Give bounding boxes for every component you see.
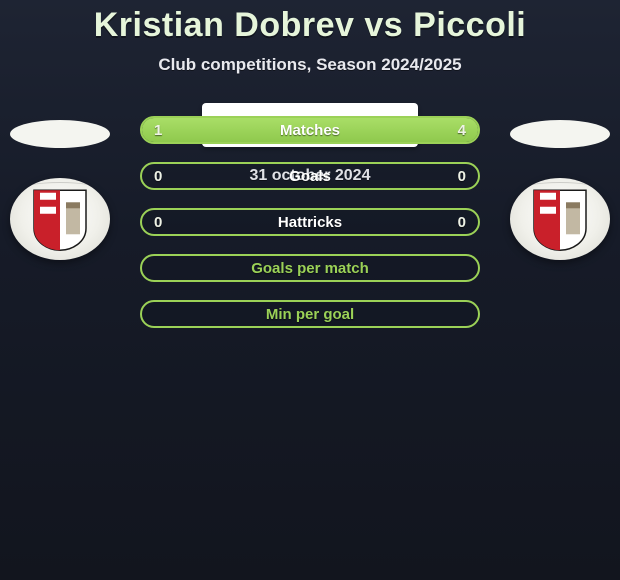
player-right-portrait-placeholder (510, 120, 610, 148)
shield-icon (530, 188, 590, 252)
stat-bar: Min per goal (140, 300, 480, 328)
stat-label: Goals per match (251, 260, 369, 277)
shield-icon (30, 188, 90, 252)
player-right-column (510, 120, 610, 260)
stats-bars: 1 Matches 4 0 Goals 0 0 Hattricks 0 Goals per mat… (140, 116, 480, 328)
stat-right-value: 0 (458, 214, 466, 231)
stat-bar: 1 Matches 4 (140, 116, 480, 144)
stat-bar: Goals per match (140, 254, 480, 282)
stat-left-value: 0 (154, 214, 162, 231)
player-left-portrait-placeholder (10, 120, 110, 148)
stat-left-value: 0 (154, 168, 162, 185)
subtitle: Club competitions, Season 2024/2025 (158, 55, 461, 75)
player-left-column (10, 120, 110, 260)
stat-right-value: 0 (458, 168, 466, 185)
player-left-club-badge (10, 178, 110, 260)
player-right-club-badge (510, 178, 610, 260)
stat-label: Min per goal (266, 306, 354, 323)
page-title: Kristian Dobrev vs Piccoli (94, 6, 527, 45)
infographic-root: Kristian Dobrev vs Piccoli Club competit… (0, 0, 620, 185)
stat-label: Matches (280, 122, 340, 139)
stat-right-value: 4 (458, 122, 466, 139)
bar-fill-left (142, 118, 209, 142)
stat-bar: 0 Goals 0 (140, 162, 480, 190)
stat-bar: 0 Hattricks 0 (140, 208, 480, 236)
bar-fill-right (209, 118, 478, 142)
stat-label: Goals (289, 168, 331, 185)
stat-label: Hattricks (278, 214, 342, 231)
stat-left-value: 1 (154, 122, 162, 139)
